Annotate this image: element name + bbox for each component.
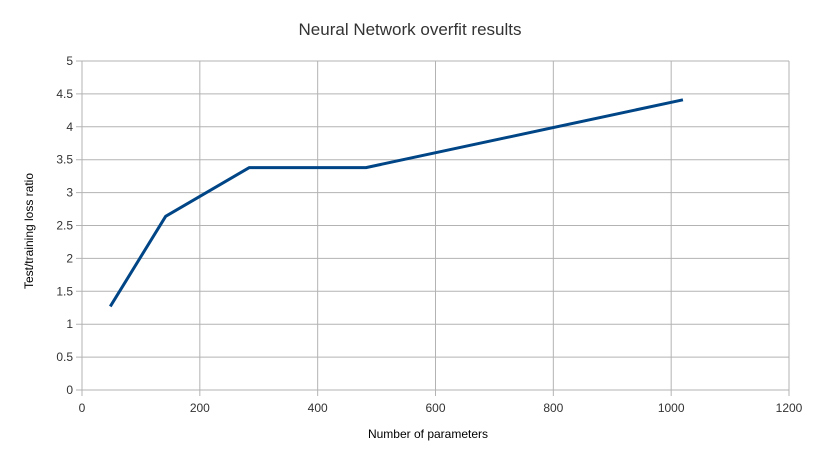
y-tick-label: 4 (66, 120, 73, 134)
x-tick-label: 1200 (776, 401, 803, 415)
series-line (109, 98, 684, 308)
x-tick-label: 600 (425, 401, 445, 415)
y-tick-label: 0 (66, 383, 73, 397)
x-tick-label: 1000 (658, 401, 685, 415)
y-tick-label: 3 (66, 186, 73, 200)
y-tick-label: 2.5 (56, 219, 73, 233)
x-tick-label: 400 (308, 401, 328, 415)
y-tick-label: 0.5 (56, 350, 73, 364)
y-tick-label: 3.5 (56, 153, 73, 167)
x-tick-label: 200 (190, 401, 210, 415)
grid (76, 60, 790, 396)
y-axis-label: Test/training loss ratio (22, 173, 36, 289)
chart-title: Neural Network overfit results (299, 20, 522, 39)
y-tick-label: 5 (66, 54, 73, 68)
y-axis-ticks: 0 0.5 1 1.5 2 2.5 3 3.5 4 4.5 5 (56, 54, 73, 397)
x-tick-label: 0 (79, 401, 86, 415)
y-tick-label: 2 (66, 251, 73, 265)
x-tick-label: 800 (543, 401, 563, 415)
series (109, 98, 684, 308)
x-axis-ticks: 0 200 400 600 800 1000 1200 (79, 401, 803, 415)
y-tick-label: 1.5 (56, 284, 73, 298)
y-tick-label: 1 (66, 317, 73, 331)
x-axis-label: Number of parameters (368, 427, 488, 441)
y-tick-label: 4.5 (56, 87, 73, 101)
